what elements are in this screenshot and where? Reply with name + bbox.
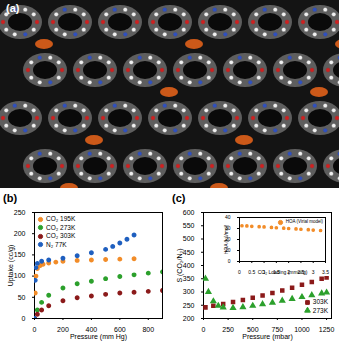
- svg-text:750: 750: [271, 326, 284, 334]
- html-text:CO₂ 195K: CO₂ 195K: [46, 215, 76, 222]
- html-text:CO₂ 303K: CO₂ 303K: [46, 232, 76, 239]
- svg-text:40: 40: [225, 214, 231, 220]
- svg-text:800: 800: [142, 326, 154, 333]
- svg-text:600: 600: [114, 326, 126, 334]
- html-text:(c): (c): [172, 192, 186, 204]
- html-text:(b): (b): [3, 192, 17, 204]
- html-text:CO₂ 273K: CO₂ 273K: [46, 223, 76, 231]
- svg-text:500: 500: [246, 326, 259, 334]
- html-text:273K: 273K: [312, 306, 328, 314]
- svg-text:0: 0: [33, 326, 37, 333]
- svg-text:200: 200: [14, 230, 26, 237]
- svg-text:500: 500: [183, 235, 195, 242]
- html-text:(a): (a): [6, 2, 20, 14]
- html-text:N₂ 77K: N₂ 77K: [46, 240, 67, 248]
- svg-text:250: 250: [222, 326, 234, 333]
- svg-text:150: 150: [14, 251, 26, 258]
- svg-text:600: 600: [183, 209, 195, 216]
- svg-text:3.5: 3.5: [322, 269, 329, 275]
- svg-text:300: 300: [183, 288, 195, 295]
- svg-text:1000: 1000: [294, 326, 310, 333]
- svg-text:1250: 1250: [319, 326, 335, 333]
- svg-text:HOA (kJ/mol): HOA (kJ/mol): [223, 224, 229, 254]
- svg-text:CO₂ Loading (mmol/g): CO₂ Loading (mmol/g): [258, 269, 308, 275]
- svg-text:0: 0: [228, 258, 231, 264]
- svg-text:0: 0: [238, 269, 241, 275]
- svg-text:100: 100: [14, 272, 26, 279]
- svg-text:Pressure (mbar): Pressure (mbar): [242, 333, 293, 341]
- svg-text:3: 3: [312, 269, 315, 275]
- svg-text:S (CO₂/N₂): S (CO₂/N₂): [176, 248, 184, 282]
- svg-text:200: 200: [183, 315, 195, 322]
- svg-text:200: 200: [57, 326, 69, 333]
- svg-text:400: 400: [183, 262, 195, 269]
- svg-text:250: 250: [14, 209, 26, 216]
- svg-text:450: 450: [183, 248, 195, 255]
- svg-text:400: 400: [85, 326, 98, 334]
- svg-text:Uptake (cc/g): Uptake (cc/g): [7, 245, 15, 287]
- svg-text:550: 550: [183, 222, 195, 229]
- svg-text:Pressure (mm Hg): Pressure (mm Hg): [70, 333, 127, 341]
- svg-text:350: 350: [183, 275, 195, 282]
- svg-text:50: 50: [18, 294, 26, 301]
- html-text:HOA (Virial model): HOA (Virial model): [285, 219, 323, 225]
- svg-text:250: 250: [183, 301, 195, 308]
- svg-text:0: 0: [202, 326, 206, 333]
- svg-text:0.5: 0.5: [248, 269, 255, 275]
- svg-text:0: 0: [22, 315, 26, 322]
- html-text:303K: 303K: [312, 298, 328, 305]
